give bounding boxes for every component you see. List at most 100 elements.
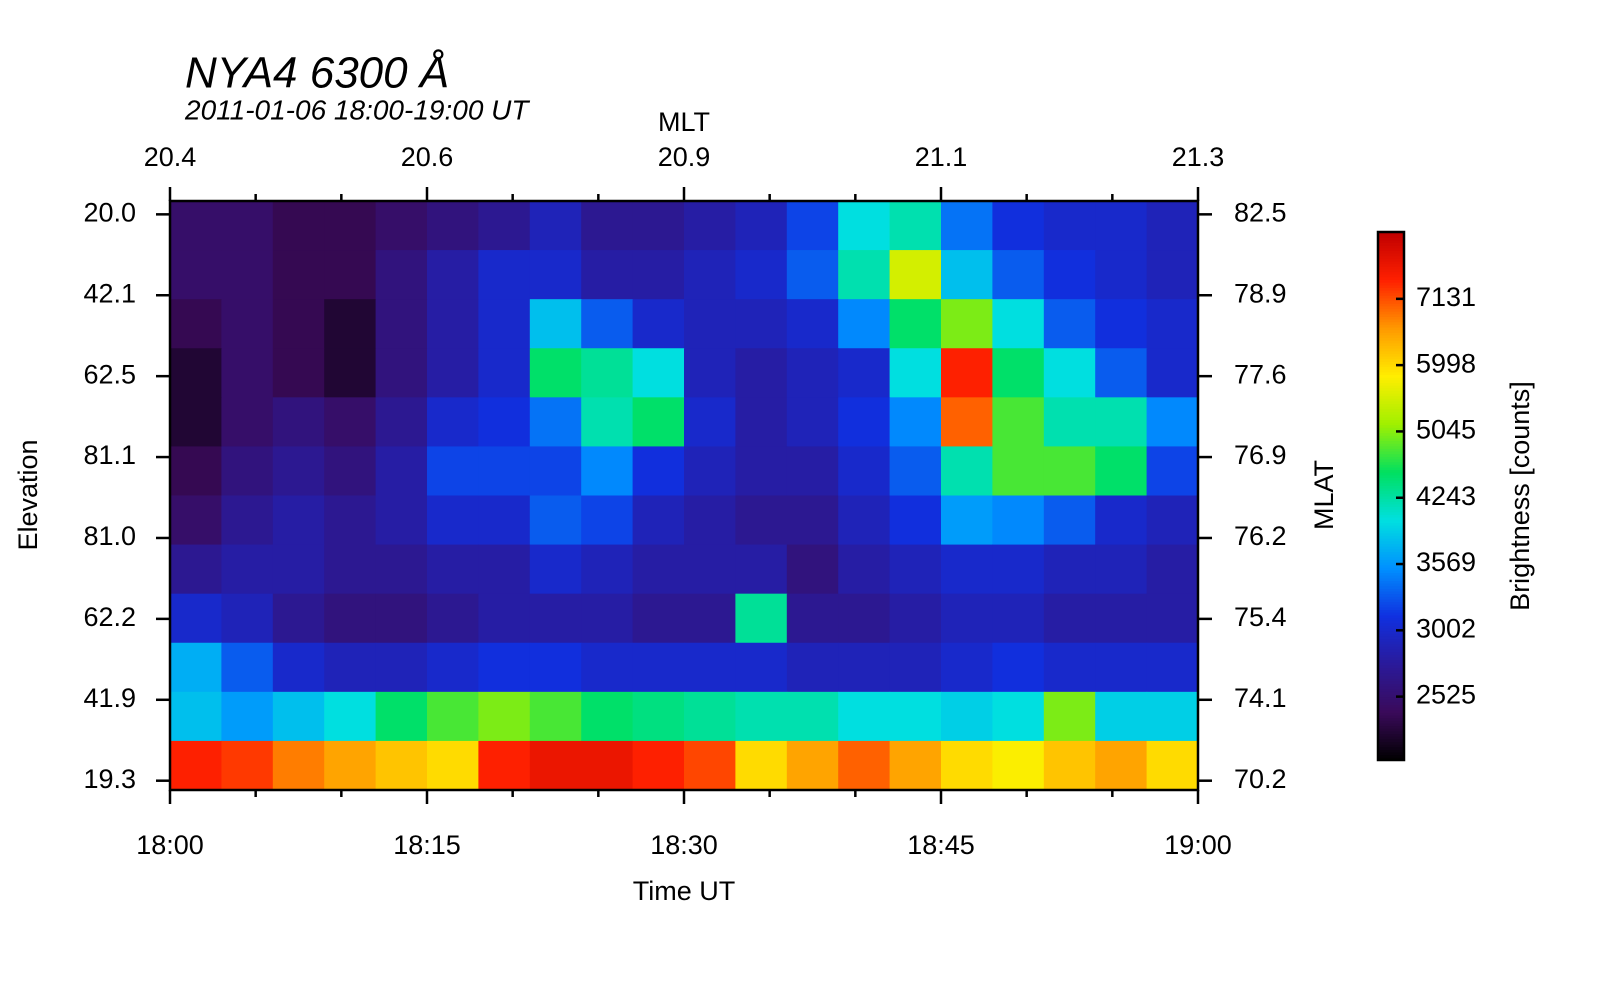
colorbar-segment <box>1378 461 1404 465</box>
heatmap-cell <box>170 642 222 693</box>
heatmap-cell <box>427 642 479 693</box>
heatmap-cell <box>992 691 1045 742</box>
heatmap-cell <box>272 201 325 251</box>
heatmap-cell <box>684 201 736 251</box>
heatmap-cell <box>375 544 428 595</box>
colorbar-segment <box>1378 691 1404 695</box>
heatmap-cell <box>427 691 479 742</box>
colorbar-segment <box>1378 559 1404 563</box>
heatmap-cell <box>478 299 531 349</box>
heatmap-cell <box>1146 299 1199 349</box>
heatmap-cell <box>941 544 993 595</box>
colorbar-segment <box>1378 567 1404 571</box>
y-tick-label: 62.5 <box>83 359 136 389</box>
x-tick-label: 18:30 <box>650 830 718 860</box>
heatmap-cell <box>941 250 993 300</box>
colorbar-segment <box>1378 736 1404 740</box>
colorbar-segment <box>1378 670 1404 674</box>
heatmap-cell <box>529 397 582 448</box>
colorbar-segment <box>1378 459 1404 463</box>
colorbar-segment <box>1378 408 1404 413</box>
heatmap-cell <box>272 446 325 497</box>
heatmap-cell <box>735 740 788 791</box>
heatmap-cell <box>581 397 634 448</box>
heatmap-cell <box>941 691 993 742</box>
colorbar-segment <box>1378 443 1404 447</box>
heatmap-cell <box>838 495 891 546</box>
heatmap-cell <box>838 593 891 644</box>
colorbar-segment <box>1378 445 1404 449</box>
heatmap-cell <box>786 544 839 595</box>
colorbar-segment <box>1378 400 1404 405</box>
colorbar-segment <box>1378 369 1404 373</box>
top-tick-label: 20.9 <box>658 142 711 172</box>
colorbar-segment <box>1378 572 1404 576</box>
heatmap-cell <box>1146 201 1199 251</box>
colorbar-segment <box>1378 337 1404 341</box>
heatmap-cell <box>581 250 634 300</box>
colorbar-segment <box>1378 738 1404 743</box>
heatmap-cell <box>529 348 582 398</box>
heatmap-cell <box>941 348 993 398</box>
colorbar-segment <box>1378 517 1404 521</box>
heatmap-cell <box>632 691 685 742</box>
heatmap-cell <box>170 201 222 251</box>
heatmap-cell <box>170 593 222 644</box>
x-tick-label: 18:15 <box>393 830 461 860</box>
colorbar-segment <box>1378 290 1404 294</box>
colorbar-segment <box>1378 654 1404 658</box>
heatmap-cell <box>581 348 634 398</box>
heatmap-cell <box>478 446 531 497</box>
colorbar-segment <box>1378 538 1404 542</box>
colorbar-segment <box>1378 261 1404 265</box>
colorbar-segment <box>1378 430 1404 434</box>
heatmap-cell <box>221 397 274 448</box>
heatmap-cell <box>889 250 942 300</box>
colorbar-segment <box>1378 601 1404 605</box>
colorbar-segment <box>1378 583 1404 587</box>
colorbar-segment <box>1378 678 1404 682</box>
colorbar-segment <box>1378 253 1404 257</box>
heatmap-cell <box>735 446 788 497</box>
colorbar-segment <box>1378 554 1404 558</box>
colorbar-segment <box>1378 725 1404 729</box>
colorbar-segment <box>1378 348 1404 352</box>
colorbar-segment <box>1378 535 1404 539</box>
colorbar-segment <box>1378 424 1404 428</box>
heatmap-cell <box>786 299 839 349</box>
colorbar-segment <box>1378 664 1404 669</box>
colorbar-segment <box>1378 255 1404 259</box>
heatmap-cell <box>1146 348 1199 398</box>
colorbar-segment <box>1378 353 1404 357</box>
colorbar-segment <box>1378 366 1404 370</box>
heatmap-cell <box>632 446 685 497</box>
heatmap-cell <box>941 446 993 497</box>
colorbar-segment <box>1378 543 1404 547</box>
heatmap-cell <box>786 348 839 398</box>
heatmap-cell <box>684 348 736 398</box>
heatmap-cell <box>684 593 736 644</box>
heatmap-cell <box>1043 397 1096 448</box>
colorbar-segment <box>1378 371 1404 376</box>
heatmap-cell <box>272 642 325 693</box>
colorbar-segment <box>1378 377 1404 381</box>
heatmap-cell <box>375 446 428 497</box>
colorbar-segment <box>1378 271 1404 275</box>
heatmap-cell <box>992 593 1045 644</box>
heatmap-cell <box>1043 593 1096 644</box>
heatmap-cell <box>221 446 274 497</box>
heatmap-cell <box>478 201 531 251</box>
heatmap-cell <box>478 740 531 791</box>
colorbar-segment <box>1378 556 1404 560</box>
colorbar-segment <box>1378 744 1404 748</box>
y-tick-label: 42.1 <box>83 278 136 308</box>
colorbar-segment <box>1378 591 1404 595</box>
colorbar-segment <box>1378 575 1404 579</box>
colorbar-segment <box>1378 329 1404 333</box>
colorbar-segment <box>1378 274 1404 278</box>
colorbar-segment <box>1378 263 1404 267</box>
colorbar-segment <box>1378 717 1404 721</box>
x-tick-label: 19:00 <box>1164 830 1232 860</box>
heatmap-cell <box>170 544 222 595</box>
